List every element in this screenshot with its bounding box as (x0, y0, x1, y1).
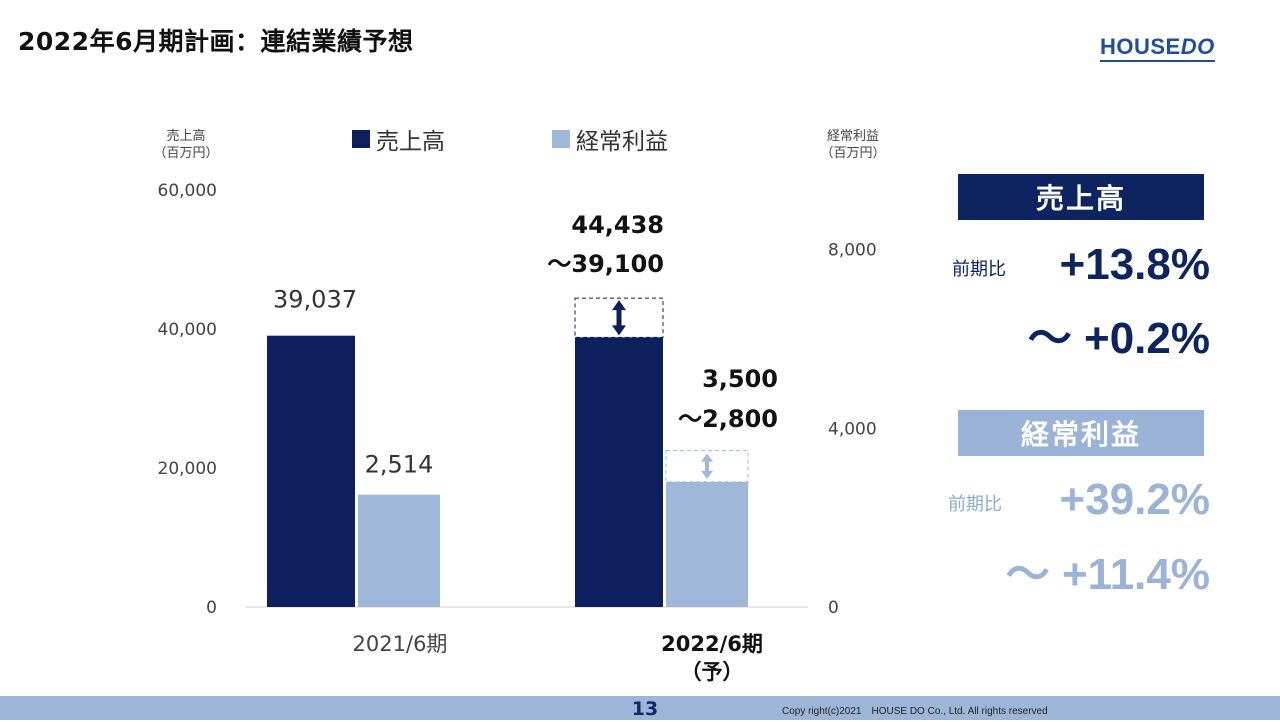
profit-yoy-label: 前期比 (948, 494, 1002, 515)
left-tick-label-0: 0 (206, 598, 217, 618)
left-axis-title: 売上高 （百万円） (153, 129, 219, 161)
bar-sales-0 (267, 335, 355, 607)
right-tick-label-0: 0 (828, 598, 839, 618)
data-label-sales-0: 39,037 (273, 286, 357, 314)
logo-text-do: DO (1180, 34, 1215, 59)
legend-swatch-profit (552, 130, 570, 148)
range-box-profit-1 (665, 450, 749, 483)
legend-item-profit: 経常利益 (552, 122, 668, 156)
category-label-1-1: （予） (681, 660, 744, 684)
right-tick-label-1: 4,000 (828, 419, 877, 439)
company-logo: HOUSEDO (1100, 34, 1215, 62)
data-label-profit-high-1: 3,500 (702, 365, 778, 393)
data-label-sales-low-1: ～39,100 (547, 250, 664, 278)
range-arrowhead-up-sales-1 (612, 300, 626, 311)
sales-yoy-low: ～ +0.2% (1027, 314, 1210, 363)
sales-yoy-high: +13.8% (1059, 240, 1210, 289)
right-axis-title: 経常利益 （百万円） (820, 129, 886, 161)
legend-label-sales: 売上高 (376, 129, 445, 155)
sales-panel-header: 売上高 (958, 174, 1204, 220)
bar-profit-0 (358, 494, 440, 607)
profit-yoy-low: ～ +11.4% (1005, 550, 1210, 599)
footer-bar (0, 696, 1280, 720)
logo-text-house: HOUSE (1100, 34, 1181, 59)
legend-label-profit: 経常利益 (576, 129, 668, 155)
bar-sales-1 (575, 337, 663, 607)
range-arrowhead-up-profit-1 (701, 453, 713, 462)
legend-swatch-sales (352, 130, 370, 148)
left-tick-label-3: 60,000 (158, 181, 217, 201)
data-label-profit-low-1: ～2,800 (678, 405, 778, 433)
bar-profit-1 (666, 481, 748, 607)
copyright-text: Copy right(c)2021 HOUSE DO Co., Ltd. All… (782, 706, 1048, 717)
category-label-0-0: 2021/6期 (353, 632, 448, 656)
range-arrowhead-down-sales-1 (612, 325, 626, 336)
category-label-1-0: 2022/6期 (661, 632, 763, 656)
range-arrowhead-down-profit-1 (701, 470, 713, 479)
page-title: 2022年6月期計画：連結業績予想 (18, 27, 414, 56)
left-tick-label-2: 40,000 (158, 320, 217, 340)
page-number: 13 (631, 698, 659, 720)
logo-underline (1100, 60, 1215, 62)
profit-yoy-high: +39.2% (1059, 475, 1210, 524)
profit-panel-header: 経常利益 (958, 410, 1204, 456)
sales-yoy-label: 前期比 (952, 259, 1006, 280)
data-label-profit-0: 2,514 (365, 451, 434, 479)
data-label-sales-high-1: 44,438 (571, 211, 664, 239)
left-tick-label-1: 20,000 (158, 459, 217, 479)
range-box-sales-1 (574, 297, 664, 338)
right-tick-label-2: 8,000 (828, 241, 877, 261)
bar-chart: 0 20,000 40,000 60,000 0 4,000 8,000 39,037 2,51… (158, 181, 877, 684)
legend-item-sales: 売上高 (352, 122, 445, 156)
